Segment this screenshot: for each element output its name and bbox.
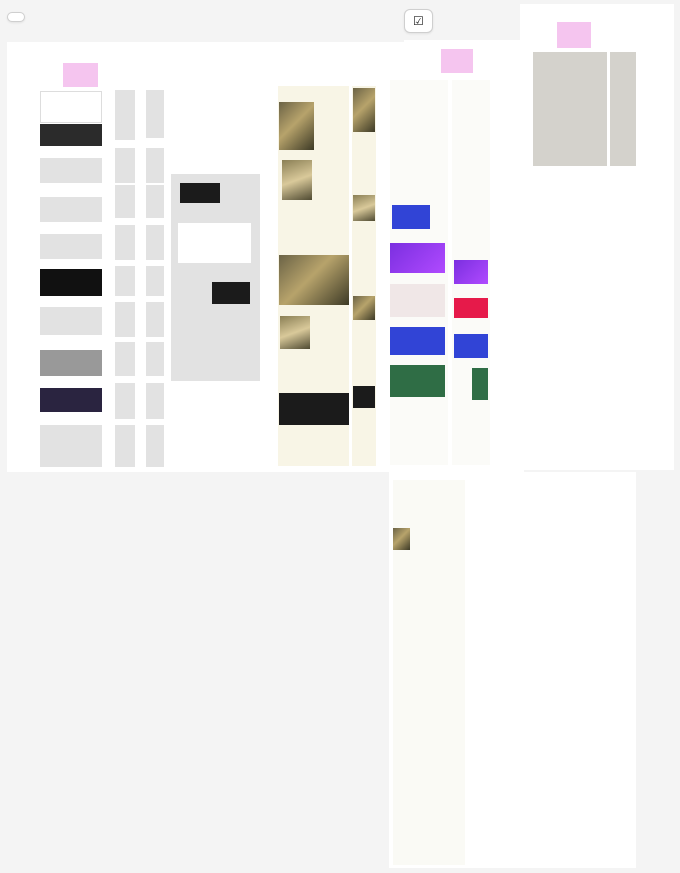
panel[interactable] (610, 52, 636, 166)
phone-mockup[interactable] (146, 425, 164, 467)
phone-mockup[interactable] (115, 185, 135, 218)
photo[interactable] (280, 316, 310, 349)
layout-panel[interactable] (171, 174, 260, 381)
green-panel[interactable] (472, 368, 488, 400)
thumbnail[interactable] (40, 124, 102, 146)
phone-mockup[interactable] (146, 302, 164, 337)
phone-mockup[interactable] (115, 266, 135, 296)
phone-mockup[interactable] (115, 225, 135, 260)
phone-mockup[interactable] (146, 148, 164, 183)
red-panel[interactable] (454, 298, 488, 318)
phone-mockup[interactable] (146, 185, 164, 218)
phone-mockup[interactable] (146, 266, 164, 296)
thumbnail[interactable] (40, 269, 102, 296)
thumbnail[interactable] (40, 388, 102, 412)
thumbnail[interactable] (40, 307, 102, 335)
sticky-note (557, 22, 591, 48)
phone-mockup[interactable] (146, 342, 164, 376)
photo[interactable] (393, 528, 410, 550)
sticky-note (441, 49, 473, 73)
editorial-page-2[interactable] (352, 86, 376, 466)
blue-panel[interactable] (392, 205, 430, 229)
white-card[interactable] (178, 223, 251, 263)
thumbnail[interactable] (40, 158, 102, 183)
laptop-image[interactable] (212, 282, 250, 304)
phone-mockup[interactable] (115, 342, 135, 376)
photo[interactable] (282, 160, 312, 200)
dark-section[interactable] (353, 386, 375, 408)
purple-panel[interactable] (454, 260, 488, 284)
thumbnail[interactable] (40, 350, 102, 376)
phone-mockup[interactable] (146, 383, 164, 419)
thumbnail[interactable] (40, 91, 102, 123)
panel[interactable] (533, 52, 607, 166)
checkbox-icon: ☑ (413, 14, 424, 28)
color-scheme-label[interactable]: ☑ (404, 9, 433, 33)
photo[interactable] (353, 195, 375, 221)
photo[interactable] (279, 255, 349, 305)
photo[interactable] (279, 102, 314, 150)
green-panel[interactable] (390, 365, 445, 397)
red-panel[interactable] (390, 284, 445, 317)
phone-mockup[interactable] (146, 225, 164, 260)
thumbnail[interactable] (40, 425, 102, 467)
dark-section[interactable] (279, 393, 349, 425)
blue-panel[interactable] (390, 327, 445, 355)
blue-panel[interactable] (454, 334, 488, 358)
simple-and-clean-label[interactable] (7, 12, 25, 22)
dark-image[interactable] (180, 183, 220, 203)
sticky-note (63, 63, 98, 87)
photo[interactable] (353, 296, 375, 320)
thumbnail[interactable] (40, 197, 102, 222)
phone-mockup[interactable] (115, 90, 135, 140)
purple-panel[interactable] (390, 243, 445, 273)
phone-mockup[interactable] (115, 425, 135, 467)
thumbnail[interactable] (40, 234, 102, 259)
phone-mockup[interactable] (115, 148, 135, 183)
phone-mockup[interactable] (115, 383, 135, 419)
phone-mockup[interactable] (146, 90, 164, 138)
phone-mockup[interactable] (115, 302, 135, 337)
photo[interactable] (353, 88, 375, 132)
